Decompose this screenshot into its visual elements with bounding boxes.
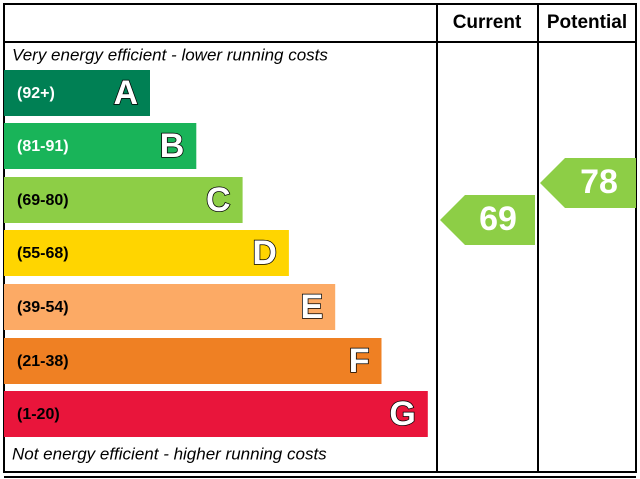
potential-score: 78: [580, 163, 618, 201]
band-bar: [4, 230, 289, 276]
band-letter: B: [160, 127, 185, 165]
band-range: (92+): [17, 85, 55, 102]
band-bar: [4, 123, 197, 169]
band-bar: [4, 338, 382, 384]
band-letter: E: [301, 288, 324, 326]
band-letter: D: [252, 234, 277, 272]
band-letter: F: [349, 342, 370, 380]
current-arrow: [440, 195, 535, 245]
band-bar: [4, 391, 428, 437]
band-range: (39-54): [17, 299, 69, 316]
band-range: (1-20): [17, 406, 60, 423]
current-header: Current: [453, 12, 522, 33]
band-letter: A: [113, 74, 138, 112]
potential-header: Potential: [547, 12, 627, 33]
band-bar: [4, 177, 243, 223]
bottom-note: Not energy efficient - higher running co…: [12, 444, 327, 463]
band-range: (55-68): [17, 245, 69, 262]
band-letter: G: [389, 395, 415, 433]
band-letter: C: [206, 181, 231, 219]
band-range: (69-80): [17, 192, 69, 209]
bands: (92+) A (81-91) B (69-80) C (55-68) D (39-54) E (2…: [4, 70, 428, 437]
band-bar: [4, 284, 336, 330]
potential-arrow: [540, 158, 636, 208]
band-bar: [4, 70, 150, 116]
band-range: (21-38): [17, 353, 69, 370]
band-range: (81-91): [17, 138, 69, 155]
top-note: Very energy efficient - lower running co…: [12, 45, 328, 64]
current-score: 69: [479, 200, 517, 238]
